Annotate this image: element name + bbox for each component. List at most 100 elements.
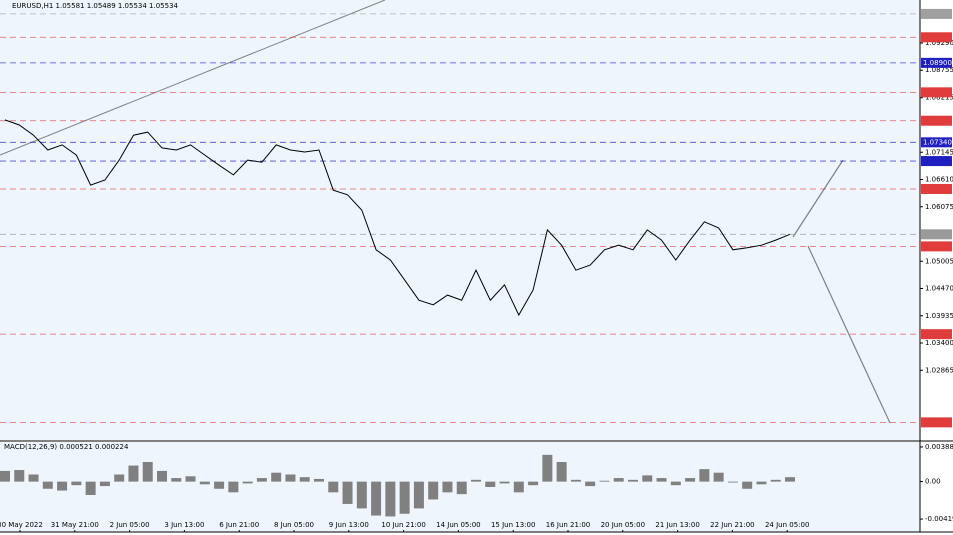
macd-bar	[57, 481, 68, 491]
y-tick-label: 1.08755	[925, 66, 953, 74]
x-tick-label: 15 Jun 13:00	[491, 521, 535, 529]
macd-bar	[228, 481, 239, 493]
x-tick-label: 30 May 2022	[0, 521, 43, 529]
macd-bar	[485, 481, 496, 487]
macd-bar	[471, 479, 481, 482]
x-tick-label: 20 Jun 05:00	[601, 521, 645, 529]
macd-bar	[199, 481, 210, 485]
macd-bar	[570, 479, 581, 482]
macd-bar	[14, 470, 25, 482]
level-box	[921, 156, 952, 167]
macd-bar	[742, 481, 753, 489]
macd-bar	[157, 470, 167, 482]
macd-bar	[342, 481, 353, 504]
macd-bar	[442, 481, 453, 493]
price-line	[4, 119, 791, 317]
macd-bar	[685, 478, 696, 482]
level-box	[921, 329, 952, 340]
x-tick-label: 2 Jun 05:00	[110, 521, 150, 529]
arrow-down	[807, 245, 891, 424]
level-box	[921, 32, 952, 43]
macd-title: MACD(12,26,9) 0.000521 0.000224	[4, 443, 129, 451]
macd-bar	[42, 481, 53, 489]
macd-bar	[271, 472, 282, 482]
macd-bar	[314, 478, 324, 482]
macd-bar	[556, 461, 567, 482]
macd-bar	[371, 481, 382, 516]
macd-bar	[599, 480, 610, 482]
x-tick-label: 22 Jun 21:00	[710, 521, 754, 529]
macd-bar	[613, 478, 624, 482]
macd-bar	[513, 481, 524, 493]
y-tick-label: 1.08215	[925, 94, 953, 102]
x-tick-label: 3 Jun 13:00	[164, 521, 204, 529]
macd-bar	[413, 481, 424, 509]
macd-bar	[785, 477, 795, 482]
macd-bar	[456, 481, 467, 495]
level-box	[921, 137, 952, 148]
level-box	[921, 57, 952, 68]
chart-title: EURUSD,H1 1.05581 1.05489 1.05534 1.0553…	[12, 2, 179, 10]
macd-bar	[256, 478, 267, 482]
x-tick-label: 21 Jun 13:00	[655, 521, 699, 529]
level-box	[921, 183, 952, 194]
macd-bar	[242, 481, 253, 484]
macd-bar	[642, 475, 653, 482]
y-tick-label: 1.03935	[925, 312, 953, 320]
level-box	[921, 115, 952, 126]
macd-bar	[542, 454, 553, 482]
macd-bar	[399, 481, 410, 514]
macd-bar	[727, 481, 738, 483]
macd-bar	[585, 481, 596, 487]
level-box	[921, 8, 952, 19]
macd-bar	[756, 481, 767, 485]
macd-bar	[0, 470, 10, 482]
level-label: 1.07340	[923, 138, 952, 146]
arrow-up	[792, 159, 844, 238]
level-box	[921, 417, 952, 428]
macd-bar	[628, 479, 638, 482]
y-tick-label: 1.07145	[925, 148, 953, 156]
x-tick-label: 8 Jun 05:00	[274, 521, 314, 529]
x-tick-label: 6 Jun 21:00	[219, 521, 259, 529]
y-tick-label: 1.05005	[925, 257, 953, 265]
macd-bar	[99, 481, 110, 487]
macd-bar	[713, 472, 724, 482]
macd-bar	[499, 481, 510, 484]
y-tick-label: 0.00	[925, 478, 941, 486]
macd-bar	[670, 481, 681, 486]
macd-bar	[285, 474, 296, 482]
macd-bar	[71, 481, 82, 486]
level-box	[921, 241, 952, 252]
macd-bar	[185, 476, 196, 482]
y-tick-label: 0.003884	[925, 443, 953, 451]
macd-bar	[128, 465, 139, 482]
macd-bar	[28, 474, 39, 482]
macd-bar	[528, 481, 539, 486]
macd-bar	[656, 478, 667, 482]
macd-bar	[214, 481, 225, 489]
level-label: 1.08900	[923, 59, 952, 67]
price-pane	[0, 0, 920, 440]
x-tick-label: 10 Jun 21:00	[381, 521, 425, 529]
macd-bar	[356, 481, 367, 509]
macd-bar	[299, 477, 310, 482]
macd-bar	[142, 461, 153, 482]
macd-bar	[328, 481, 339, 493]
macd-bar	[699, 469, 710, 482]
x-tick-label: 31 May 21:00	[51, 521, 99, 529]
macd-bar	[85, 481, 96, 496]
y-tick-label: 1.04470	[925, 285, 953, 293]
x-tick-label: 14 Jun 05:00	[436, 521, 480, 529]
x-tick-label: 9 Jun 13:00	[329, 521, 369, 529]
macd-bar	[385, 481, 396, 517]
trend-line	[0, 0, 386, 156]
y-tick-label: -0.004191	[925, 515, 953, 523]
x-tick-label: 24 Jun 05:00	[765, 521, 809, 529]
x-tick-label: 16 Jun 21:00	[546, 521, 590, 529]
macd-bar	[428, 481, 439, 500]
level-box	[921, 229, 952, 240]
level-box	[921, 87, 952, 98]
y-tick-label: 1.02865	[925, 366, 953, 374]
